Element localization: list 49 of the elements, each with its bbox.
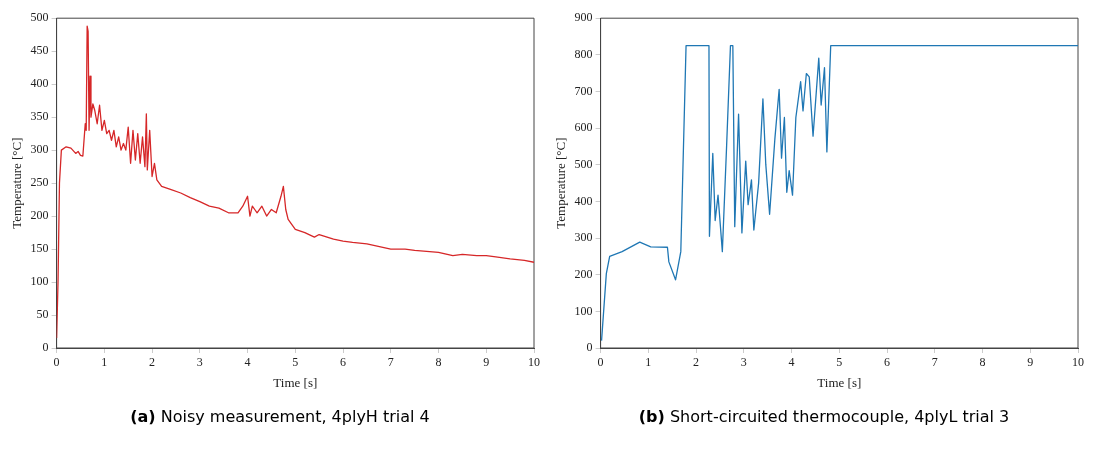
x-tick-label: 1 bbox=[645, 355, 652, 370]
y-tick-label: 400 bbox=[30, 76, 49, 91]
x-tick-label: 6 bbox=[884, 355, 891, 370]
y-tick-label: 450 bbox=[30, 43, 49, 58]
y-tick-label: 0 bbox=[42, 340, 49, 355]
x-tick-label: 10 bbox=[528, 355, 540, 370]
x-tick-label: 6 bbox=[340, 355, 347, 370]
y-tick-label: 900 bbox=[574, 10, 593, 25]
y-tick-label: 0 bbox=[586, 340, 593, 355]
text: (b) Short-circuited thermocouple, 4plyL trial 3 bbox=[637, 407, 1011, 426]
x-tick-label: 9 bbox=[483, 355, 490, 370]
y-tick-label: 200 bbox=[30, 208, 49, 223]
x-tick-label: 7 bbox=[931, 355, 938, 370]
x-tick-label: 10 bbox=[1072, 355, 1084, 370]
y-tick-label: 50 bbox=[36, 307, 49, 322]
x-axis-title: Time [s] bbox=[817, 374, 862, 390]
y-tick-label: 250 bbox=[30, 175, 49, 190]
y-tick-label: 100 bbox=[30, 274, 49, 289]
x-tick-label: 5 bbox=[836, 355, 843, 370]
y-tick-label: 300 bbox=[30, 142, 49, 157]
x-axis-title: Time [s] bbox=[273, 374, 318, 390]
x-tick-label: 1 bbox=[101, 355, 108, 370]
x-tick-label: 9 bbox=[1027, 355, 1034, 370]
y-tick-label: 800 bbox=[574, 47, 593, 61]
text: (a) Noisy measurement, 4plyH trial 4 bbox=[129, 407, 431, 426]
x-tick-label: 4 bbox=[244, 355, 251, 370]
x-tick-label: 2 bbox=[149, 355, 156, 370]
x-tick-label: 4 bbox=[788, 355, 795, 370]
y-tick-label: 500 bbox=[30, 10, 49, 25]
x-tick-label: 0 bbox=[53, 355, 60, 370]
y-tick-label: 400 bbox=[574, 193, 593, 208]
x-tick-label: 3 bbox=[196, 355, 203, 370]
x-tick-label: 8 bbox=[435, 355, 442, 370]
y-tick-label: 350 bbox=[30, 109, 49, 124]
x-tick-label: 8 bbox=[979, 355, 986, 370]
y-axis-title: Temperature [°C] bbox=[553, 137, 569, 229]
x-tick-label: 7 bbox=[387, 355, 394, 370]
y-axis-title: Temperature [°C] bbox=[9, 137, 25, 229]
y-tick-label: 500 bbox=[574, 156, 593, 171]
x-tick-label: 0 bbox=[597, 355, 604, 370]
x-tick-label: 5 bbox=[292, 355, 299, 370]
y-tick-label: 200 bbox=[574, 266, 593, 281]
x-tick-label: 2 bbox=[693, 355, 700, 370]
y-tick-label: 700 bbox=[574, 83, 593, 98]
y-tick-label: 100 bbox=[574, 303, 593, 318]
y-tick-label: 150 bbox=[30, 241, 49, 256]
y-tick-label: 300 bbox=[574, 230, 593, 245]
y-tick-label: 600 bbox=[574, 120, 593, 135]
x-tick-label: 3 bbox=[740, 355, 747, 370]
